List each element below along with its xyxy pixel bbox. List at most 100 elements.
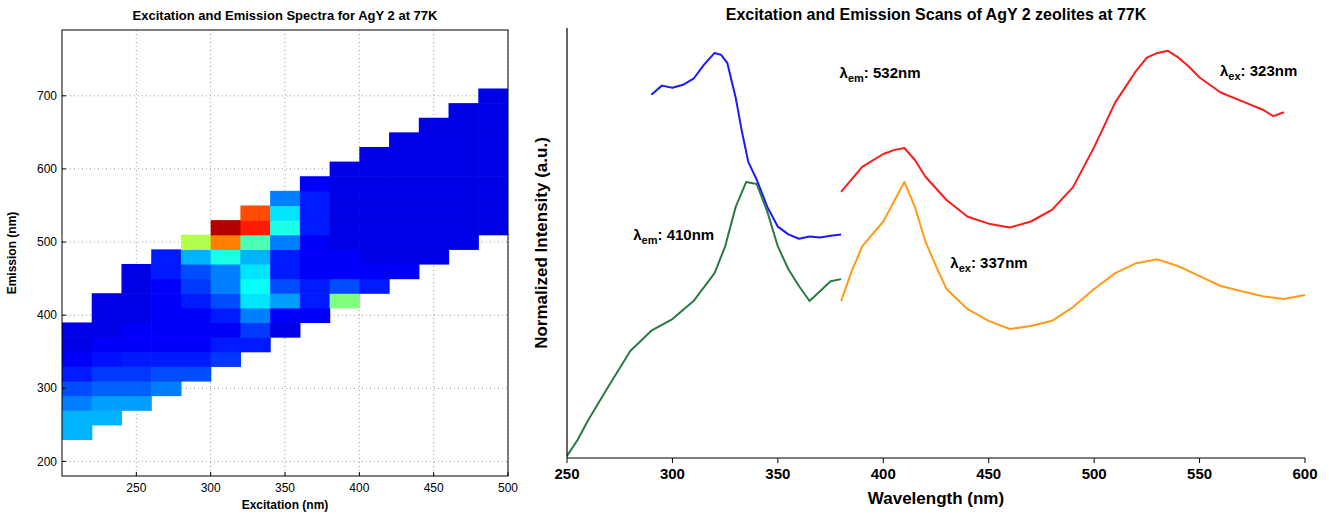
- x-tick-label: 450: [976, 465, 1001, 482]
- y-tick: [62, 168, 66, 169]
- y-tick: [62, 388, 66, 389]
- heat-cell: [330, 191, 360, 206]
- heat-cell: [240, 337, 270, 352]
- heat-cell: [240, 264, 270, 279]
- y-tick-label: 600: [37, 162, 57, 176]
- label-subscript: ex: [959, 262, 972, 274]
- heat-cell: [211, 352, 241, 367]
- y-tick: [62, 95, 66, 96]
- x-tick-label: 400: [349, 481, 369, 495]
- heat-cell: [330, 205, 360, 220]
- heat-cell: [62, 337, 92, 352]
- heat-cell: [330, 176, 360, 191]
- x-tick: [285, 472, 286, 476]
- heat-cell: [240, 308, 270, 323]
- heat-cell: [389, 235, 419, 250]
- heat-cell: [478, 191, 508, 206]
- heat-cell: [330, 249, 360, 264]
- heat-cell: [330, 220, 360, 235]
- heat-cell: [151, 381, 181, 396]
- heat-cell: [389, 205, 419, 220]
- heat-cell: [300, 249, 330, 264]
- heat-cell: [270, 235, 300, 250]
- heat-cell: [121, 308, 151, 323]
- x-tick: [136, 472, 137, 476]
- heat-cell: [478, 176, 508, 191]
- heat-cell: [211, 279, 241, 294]
- x-tick-label: 350: [275, 481, 295, 495]
- heat-cell: [181, 366, 211, 381]
- heat-cell: [270, 308, 300, 323]
- y-axis-title: Emission (nm): [5, 212, 19, 295]
- x-tick-label: 350: [765, 465, 790, 482]
- y-tick: [62, 315, 66, 316]
- grid-line: [62, 461, 508, 462]
- series-label: λex: 337nm: [950, 254, 1027, 274]
- heat-cell: [121, 264, 151, 279]
- y-tick: [62, 242, 66, 243]
- x-tick: [508, 472, 509, 476]
- heat-cell: [181, 337, 211, 352]
- heat-cell: [449, 235, 479, 250]
- heat-cell: [419, 220, 449, 235]
- heat-cell: [449, 205, 479, 220]
- heat-cell: [270, 205, 300, 220]
- heat-cell: [389, 191, 419, 206]
- heat-cell: [151, 352, 181, 367]
- heat-cell: [478, 118, 508, 133]
- heat-cell: [211, 322, 241, 337]
- heat-cell: [181, 308, 211, 323]
- heat-cell: [151, 322, 181, 337]
- heat-cell: [270, 191, 300, 206]
- heat-cell: [389, 147, 419, 162]
- heat-cell: [478, 162, 508, 177]
- heat-cell: [211, 337, 241, 352]
- heat-cell: [240, 279, 270, 294]
- heat-cell: [300, 279, 330, 294]
- heat-cell: [270, 322, 300, 337]
- heat-cell: [92, 381, 122, 396]
- series-line: [651, 53, 841, 239]
- y-tick: [62, 461, 66, 462]
- y-axis-title: Normalized Intensity (a.u.): [532, 137, 551, 349]
- heat-cell: [300, 308, 330, 323]
- heat-cell: [240, 235, 270, 250]
- heat-cell: [389, 162, 419, 177]
- label-subscript: em: [642, 234, 658, 246]
- heat-cell: [359, 147, 389, 162]
- x-tick-label: 600: [1292, 465, 1317, 482]
- heat-cell: [300, 191, 330, 206]
- panel: Excitation and Emission Spectra for AgY …: [5, 8, 518, 512]
- heat-cell: [300, 264, 330, 279]
- heat-cell: [181, 352, 211, 367]
- x-tick: [210, 472, 211, 476]
- x-tick-label: 250: [126, 481, 146, 495]
- heat-cell: [270, 264, 300, 279]
- plot-area: [567, 51, 1305, 456]
- heat-cell: [330, 235, 360, 250]
- y-tick-label: 200: [37, 455, 57, 469]
- y-tick-label: 400: [37, 308, 57, 322]
- x-tick: [1305, 458, 1306, 463]
- heat-cell: [389, 264, 419, 279]
- label-part: : 410nm: [658, 226, 715, 243]
- heat-cell: [300, 205, 330, 220]
- series-labels: λem: 532nmλex: 323nmλem: 410nmλex: 337nm: [632, 62, 1298, 274]
- heat-cell: [389, 132, 419, 147]
- label-subscript: ex: [1228, 70, 1241, 82]
- heat-cell: [211, 308, 241, 323]
- heat-cell: [300, 176, 330, 191]
- y-tick-label: 500: [37, 235, 57, 249]
- heat-cell: [330, 162, 360, 177]
- x-tick: [988, 458, 989, 463]
- heat-cell: [389, 249, 419, 264]
- heat-cell: [478, 220, 508, 235]
- y-tick-label: 300: [37, 381, 57, 395]
- heat-cell: [121, 293, 151, 308]
- heat-cell: [92, 293, 122, 308]
- heat-cell: [300, 235, 330, 250]
- heat-cell: [449, 132, 479, 147]
- heat-cell: [121, 381, 151, 396]
- heat-cell: [92, 337, 122, 352]
- heat-cell: [92, 396, 122, 411]
